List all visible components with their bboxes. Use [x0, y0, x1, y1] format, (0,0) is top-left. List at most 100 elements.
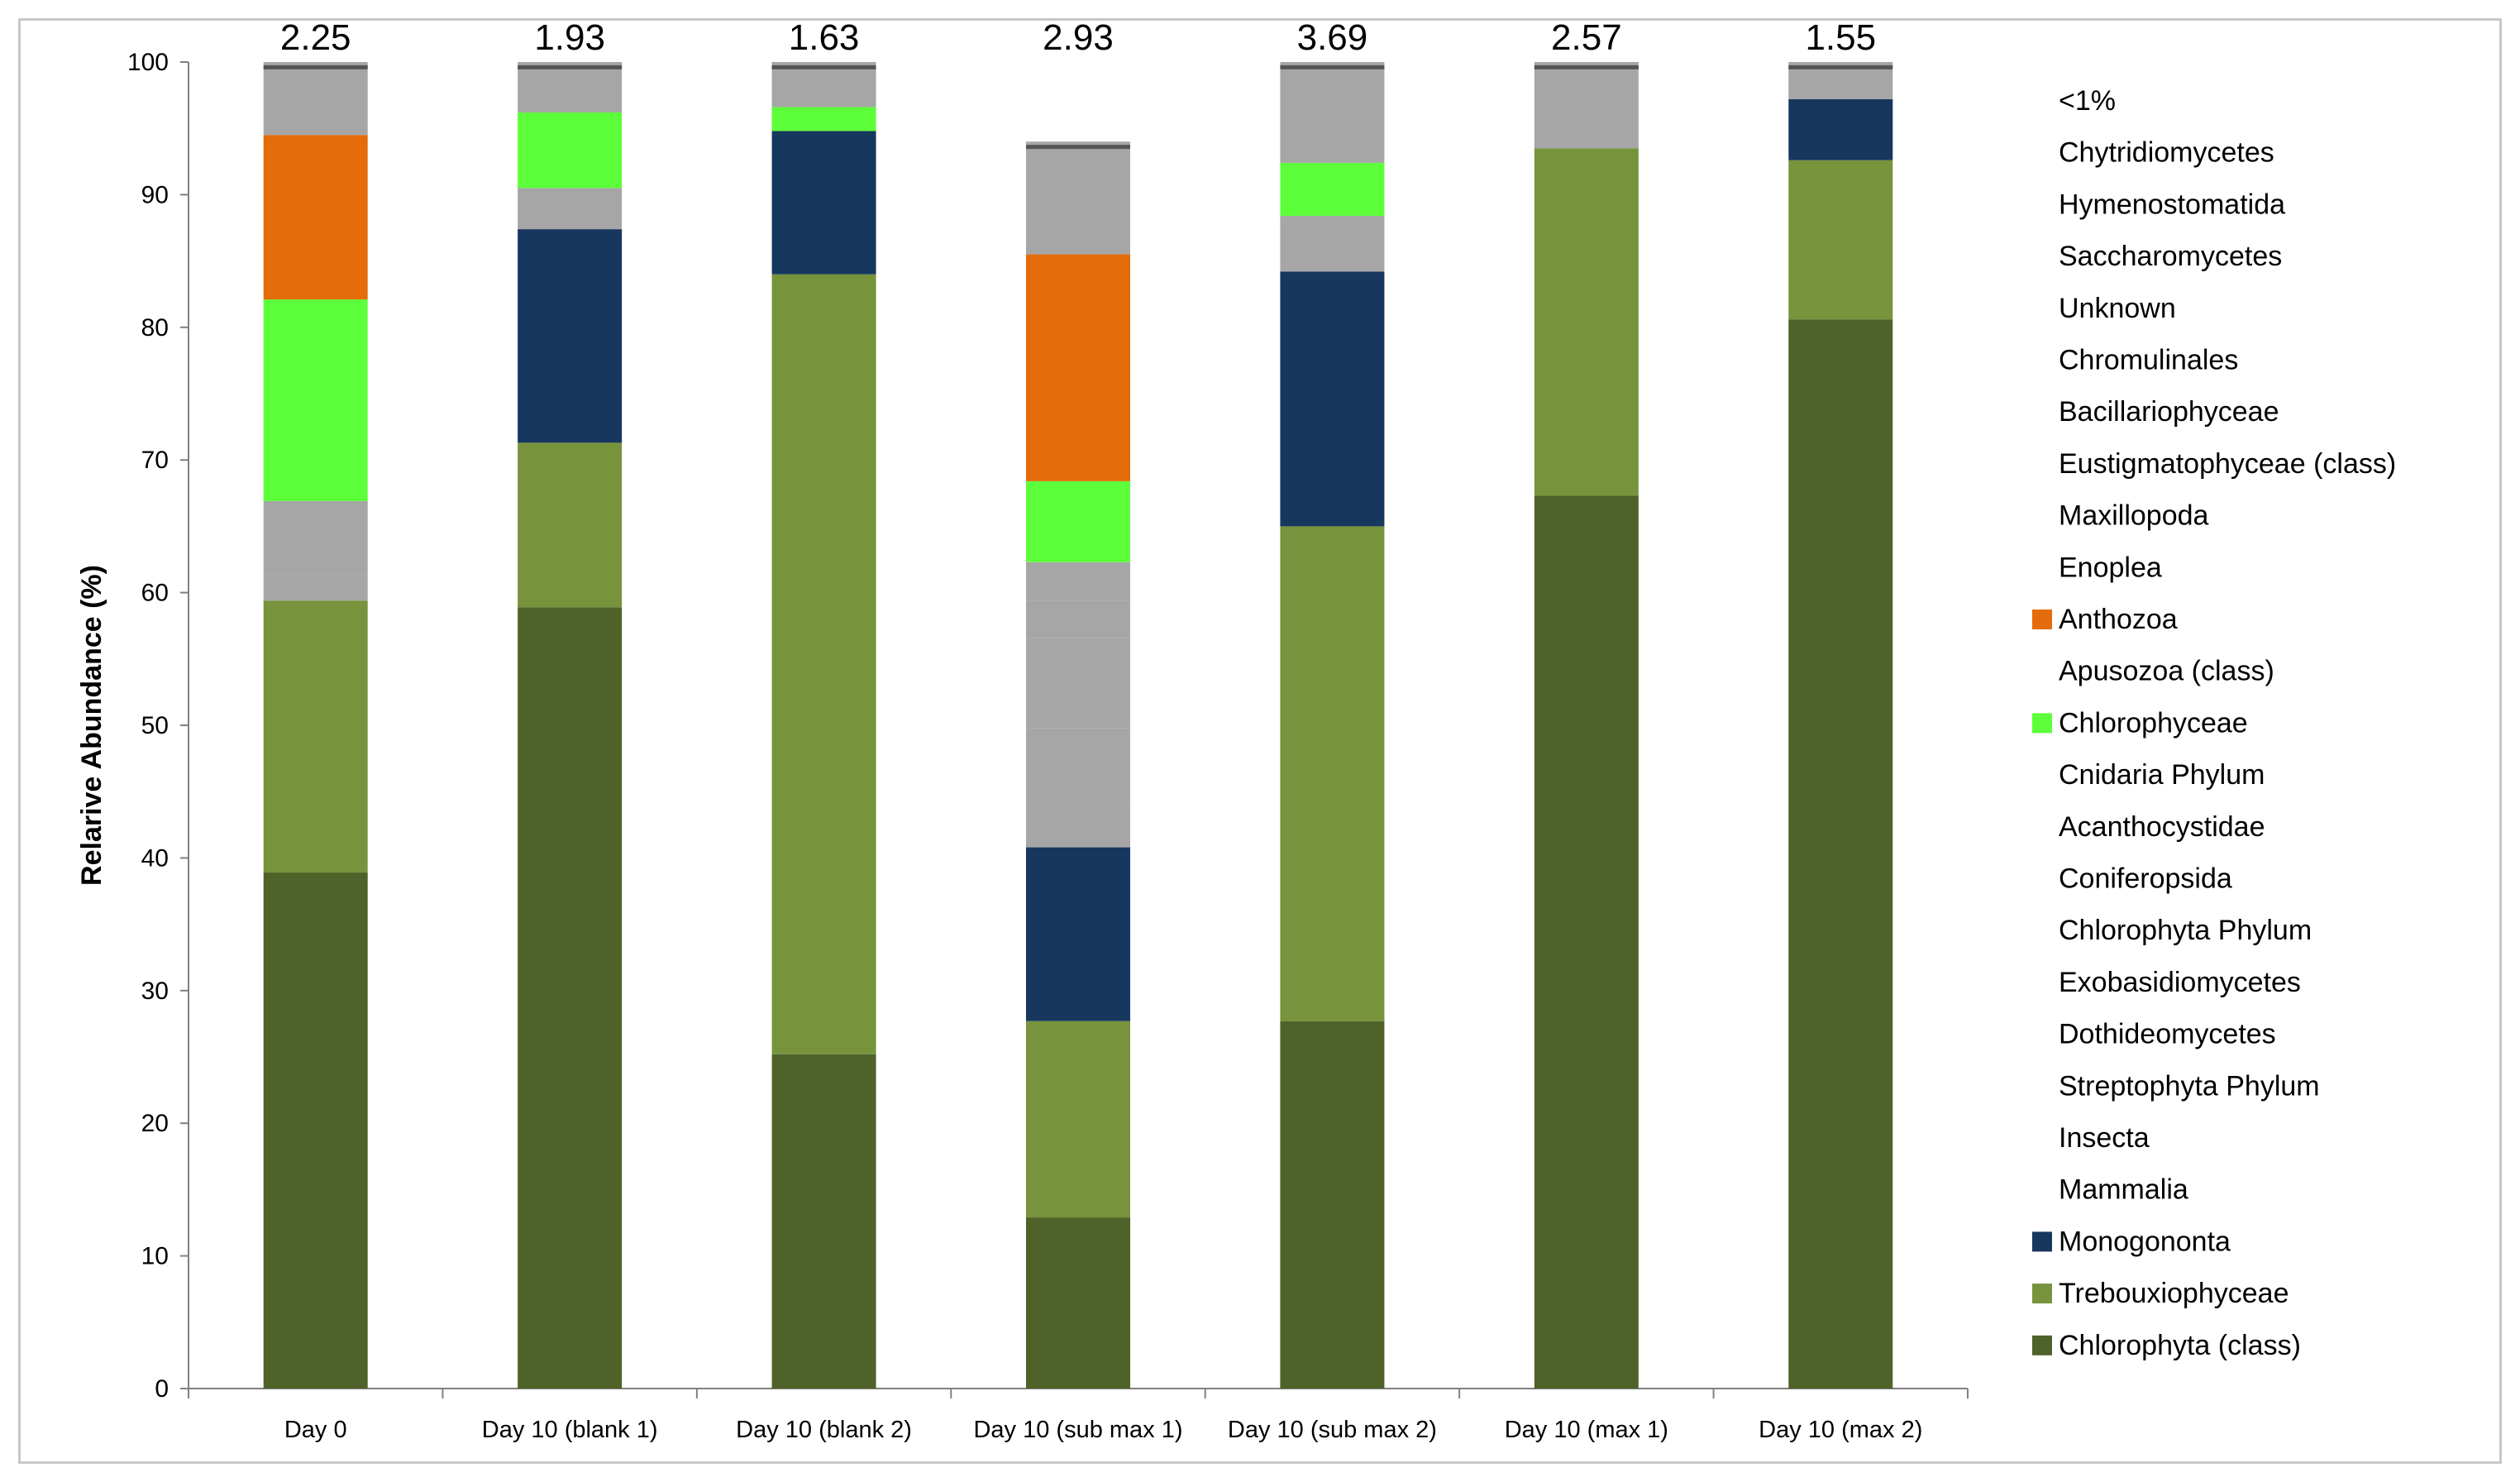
bar-segment-streptophyta-phylum: [1280, 216, 1385, 272]
bar-segment-1: [1026, 141, 1130, 255]
bar-segment-mammalia: [263, 574, 368, 601]
x-category-label: Day 10 (max 2): [1759, 1417, 1922, 1443]
legend-label-1: <1%: [2059, 85, 2116, 117]
bar-top-value-label: 3.69: [1297, 17, 1368, 58]
legend-label-chlorophyta-phylum: Chlorophyta Phylum: [2059, 915, 2312, 946]
bar-top-value-label: 2.93: [1043, 17, 1114, 58]
bar-segment-trebouxiophyceae: [1534, 148, 1639, 496]
bar-segment-chlorophyceae: [1026, 480, 1130, 562]
y-tick-label: 60: [141, 580, 169, 607]
x-category-label: Day 10 (max 1): [1505, 1417, 1668, 1443]
legend-label-chromulinales: Chromulinales: [2059, 345, 2238, 376]
legend-label-acanthocystidae: Acanthocystidae: [2059, 811, 2265, 843]
y-tick-label: 20: [141, 1110, 169, 1137]
bar-segment-insecta: [263, 528, 368, 575]
legend-swatch-trebouxiophyceae: [2032, 1284, 2052, 1304]
legend-label-apusozoa-class: Apusozoa (class): [2059, 656, 2274, 687]
bar-segment-trebouxiophyceae: [518, 442, 623, 608]
bar-segment-anthozoa: [1026, 254, 1130, 481]
legend-label-saccharomycetes: Saccharomycetes: [2059, 241, 2282, 272]
bar-segment-1: [771, 62, 876, 108]
legend-label-maxillopoda: Maxillopoda: [2059, 500, 2209, 532]
y-tick-label: 100: [127, 49, 169, 76]
bar-segment-chlorophyta-class: [1280, 1021, 1385, 1389]
bar-segment-streptophyta-phylum: [1026, 638, 1130, 729]
legend-swatch-anthozoa: [2032, 610, 2052, 629]
bar-segment-chlorophyta-class: [1788, 319, 1893, 1389]
legend-label-unknown: Unknown: [2059, 293, 2176, 324]
legend-swatch-chlorophyceae: [2032, 713, 2052, 734]
bar-segment-trebouxiophyceae: [1280, 526, 1385, 1021]
bar-top-value-label: 2.57: [1551, 17, 1622, 58]
bar-segment-chlorophyta-class: [518, 607, 623, 1389]
bar-segment-insecta: [1026, 728, 1130, 808]
bar-segment-monogononta: [771, 131, 876, 275]
legend-label-exobasidiomycetes: Exobasidiomycetes: [2059, 967, 2301, 998]
legend-label-chlorophyta-class: Chlorophyta (class): [2059, 1330, 2301, 1361]
bar-top-value-label: 2.25: [280, 17, 351, 58]
bar-top-value-label: 1.55: [1805, 17, 1876, 58]
legend-label-chlorophyceae: Chlorophyceae: [2059, 707, 2248, 739]
y-tick-label: 40: [141, 844, 169, 872]
bar-segment-chlorophyta-class: [1026, 1217, 1130, 1389]
chart-frame: [18, 18, 2502, 1464]
bar-segment-monogononta: [518, 229, 623, 443]
y-axis-title: Relarive Abundance (%): [76, 565, 107, 886]
bar-segment-streptophyta-phylum: [263, 500, 368, 528]
legend-label-streptophyta-phylum: Streptophyta Phylum: [2059, 1070, 2320, 1102]
bar-segment-mammalia: [1026, 807, 1130, 848]
legend-label-cnidaria-phylum: Cnidaria Phylum: [2059, 759, 2265, 791]
bar-segment-chlorophyceae: [518, 112, 623, 189]
legend-label-insecta: Insecta: [2059, 1122, 2150, 1154]
bar-segment-dothideomycetes: [1026, 600, 1130, 638]
bar-segment-1: [263, 62, 368, 136]
legend-label-trebouxiophyceae: Trebouxiophyceae: [2059, 1278, 2289, 1309]
legend-label-mammalia: Mammalia: [2059, 1174, 2188, 1206]
legend-label-anthozoa: Anthozoa: [2059, 604, 2178, 635]
bar-top-value-label: 1.93: [534, 17, 605, 58]
bar-segment-chlorophyceae: [1280, 162, 1385, 217]
bar-segment-chlorophyceae: [263, 299, 368, 501]
legend-label-coniferopsida: Coniferopsida: [2059, 863, 2232, 895]
bar-segment-monogononta: [1026, 847, 1130, 1021]
bar-segment-streptophyta-phylum: [518, 208, 623, 230]
legend-swatch-monogononta: [2032, 1231, 2052, 1252]
legend-swatch-chlorophyta-class: [2032, 1335, 2052, 1355]
legend-label-monogononta: Monogononta: [2059, 1226, 2231, 1257]
bar-segment-monogononta: [1788, 98, 1893, 160]
bar-segment-chlorophyta-class: [263, 872, 368, 1389]
bar-top-value-label: 1.63: [789, 17, 860, 58]
legend-label-hymenostomatida: Hymenostomatida: [2059, 189, 2285, 220]
bar-segment-monogononta: [1280, 271, 1385, 527]
y-tick-label: 80: [141, 314, 169, 342]
y-tick-label: 90: [141, 181, 169, 208]
bar-segment-chlorophyceae: [771, 107, 876, 131]
legend-label-chytridiomycetes: Chytridiomycetes: [2059, 137, 2274, 169]
x-category-label: Day 0: [284, 1417, 347, 1443]
x-category-label: Day 10 (sub max 1): [973, 1417, 1182, 1443]
y-tick-label: 70: [141, 447, 169, 474]
bar-segment-chlorophyta-class: [1534, 495, 1639, 1389]
x-category-label: Day 10 (blank 2): [736, 1417, 912, 1443]
bar-segment-trebouxiophyceae: [1788, 160, 1893, 320]
legend-label-enoplea: Enoplea: [2059, 552, 2162, 583]
legend-label-dothideomycetes: Dothideomycetes: [2059, 1019, 2276, 1050]
bar-segment-anthozoa: [263, 135, 368, 300]
bar-segment-1: [518, 62, 623, 112]
bar-segment-trebouxiophyceae: [263, 600, 368, 873]
legend-label-bacillariophyceae: Bacillariophyceae: [2059, 396, 2279, 428]
y-tick-label: 0: [155, 1375, 169, 1403]
y-tick-label: 50: [141, 712, 169, 739]
bar-segment-chlorophyta-class: [771, 1054, 876, 1389]
x-category-label: Day 10 (blank 1): [482, 1417, 658, 1443]
y-tick-label: 30: [141, 978, 169, 1005]
bar-segment-dothideomycetes: [518, 188, 623, 208]
bar-segment-trebouxiophyceae: [1026, 1021, 1130, 1218]
bar-segment-trebouxiophyceae: [771, 274, 876, 1054]
bar-segment-exobasidiomycetes: [1026, 562, 1130, 601]
y-tick-label: 10: [141, 1243, 169, 1270]
legend-label-eustigmatophyceae-class: Eustigmatophyceae (class): [2059, 448, 2396, 480]
bar-segment-1: [1534, 62, 1639, 149]
x-category-label: Day 10 (sub max 2): [1228, 1417, 1437, 1443]
